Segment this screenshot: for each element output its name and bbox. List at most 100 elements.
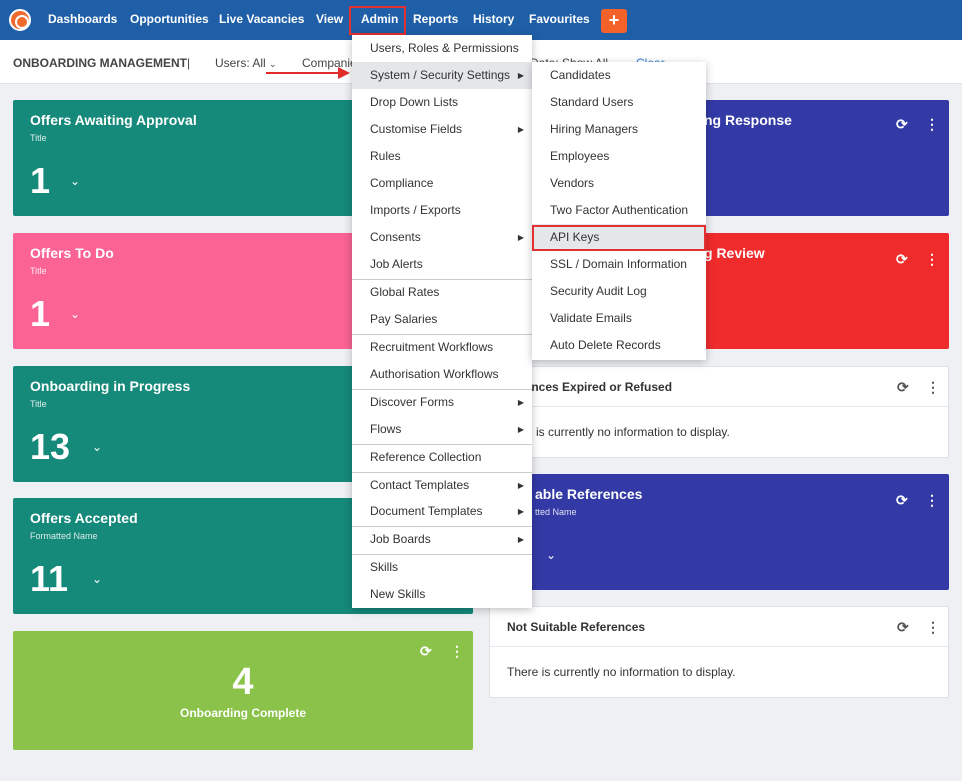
menu-item-compliance[interactable]: Compliance [352, 170, 532, 197]
submenu-item-ssl-domain-information[interactable]: SSL / Domain Information [532, 251, 706, 278]
nav-reports[interactable]: Reports [413, 12, 459, 26]
nav-live-vacancies[interactable]: Live Vacancies [219, 12, 305, 26]
api-keys-highlight-box [532, 225, 706, 251]
caret-right-icon: ▶ [517, 507, 524, 516]
users-filter[interactable]: Users: All ⌄ [215, 56, 277, 70]
chevron-down-icon[interactable]: ⌄ [92, 572, 103, 586]
nav-view[interactable]: View [316, 12, 344, 26]
menu-item-label: Recruitment Workflows [370, 340, 494, 354]
card-references-expired-or-refused[interactable]: rences Expired or Refused ⟳ ⋮ e is curre… [489, 366, 949, 458]
submenu-item-vendors[interactable]: Vendors [532, 170, 706, 197]
caret-right-icon: ▶ [517, 71, 524, 80]
caret-right-icon: ▶ [517, 535, 524, 544]
submenu-item-two-factor-authentication[interactable]: Two Factor Authentication [532, 197, 706, 224]
refresh-icon[interactable]: ⟳ [420, 643, 432, 659]
menu-item-imports-exports[interactable]: Imports / Exports [352, 197, 532, 224]
menu-item-users-roles-permissions[interactable]: Users, Roles & Permissions [352, 35, 532, 62]
add-button[interactable]: + [601, 9, 627, 33]
menu-item-pay-salaries[interactable]: Pay Salaries [352, 306, 532, 333]
submenu-item-auto-delete-records[interactable]: Auto Delete Records [532, 332, 706, 359]
menu-item-document-templates[interactable]: Document Templates ▶ [352, 498, 532, 525]
menu-item-label: API Keys [550, 230, 600, 244]
menu-item-job-boards[interactable]: Job Boards ▶ [352, 526, 532, 553]
menu-item-skills[interactable]: Skills [352, 554, 532, 581]
more-vertical-icon[interactable]: ⋮ [926, 619, 940, 635]
refresh-icon[interactable]: ⟳ [897, 619, 909, 635]
menu-item-drop-down-lists[interactable]: Drop Down Lists [352, 89, 532, 116]
menu-item-job-alerts[interactable]: Job Alerts [352, 251, 532, 278]
more-vertical-icon[interactable]: ⋮ [925, 251, 939, 267]
menu-item-recruitment-workflows[interactable]: Recruitment Workflows [352, 334, 532, 361]
card-value: 1 [30, 293, 51, 334]
nav-admin[interactable]: Admin [361, 12, 399, 26]
menu-item-reference-collection[interactable]: Reference Collection [352, 444, 532, 471]
menu-item-customise-fields[interactable]: Customise Fields ▶ [352, 116, 532, 143]
menu-item-label: Two Factor Authentication [550, 203, 689, 217]
security-settings-submenu: Candidates Standard Users Hiring Manager… [532, 62, 706, 360]
menu-item-global-rates[interactable]: Global Rates [352, 279, 532, 306]
menu-item-label: Contact Templates [370, 478, 470, 492]
card-not-suitable-references[interactable]: Not Suitable References ⟳ ⋮ There is cur… [489, 606, 949, 698]
menu-item-label: Compliance [370, 176, 434, 190]
companies-filter[interactable]: Companies [302, 56, 363, 70]
menu-item-label: Vendors [550, 176, 595, 190]
card-subtitle: Formatted Name [30, 531, 98, 541]
caret-right-icon: ▶ [517, 233, 524, 242]
submenu-item-standard-users[interactable]: Standard Users [532, 89, 706, 116]
menu-item-rules[interactable]: Rules [352, 143, 532, 170]
card-subtitle: Title [30, 399, 47, 409]
menu-item-label: Document Templates [370, 504, 483, 518]
card-onboarding-complete[interactable]: 4 Onboarding Complete ⟳ ⋮ [13, 631, 473, 750]
nav-favourites[interactable]: Favourites [529, 12, 590, 26]
more-vertical-icon[interactable]: ⋮ [925, 492, 939, 508]
submenu-item-security-audit-log[interactable]: Security Audit Log [532, 278, 706, 305]
refresh-icon[interactable]: ⟳ [897, 379, 909, 395]
menu-item-authorisation-workflows[interactable]: Authorisation Workflows [352, 361, 532, 388]
refresh-icon[interactable]: ⟳ [896, 251, 908, 267]
menu-item-label: Candidates [550, 68, 611, 82]
more-vertical-icon[interactable]: ⋮ [925, 116, 939, 132]
menu-item-flows[interactable]: Flows ▶ [352, 416, 532, 443]
menu-separator [352, 526, 532, 527]
nav-opportunities[interactable]: Opportunities [130, 12, 209, 26]
submenu-item-api-keys[interactable]: API Keys [532, 224, 706, 251]
menu-separator [352, 389, 532, 390]
more-vertical-icon[interactable]: ⋮ [450, 643, 464, 659]
chevron-down-icon[interactable]: ⌄ [546, 548, 557, 562]
menu-item-new-skills[interactable]: New Skills [352, 581, 532, 608]
card-suitable-references[interactable]: able References tted Name ⌄ ⟳ ⋮ [489, 474, 949, 590]
menu-item-discover-forms[interactable]: Discover Forms ▶ [352, 389, 532, 416]
caret-right-icon: ▶ [517, 481, 524, 490]
menu-item-system-security-settings[interactable]: System / Security Settings ▶ [352, 62, 532, 89]
menu-item-consents[interactable]: Consents ▶ [352, 224, 532, 251]
submenu-item-hiring-managers[interactable]: Hiring Managers [532, 116, 706, 143]
menu-item-label: Security Audit Log [550, 284, 647, 298]
chevron-down-icon[interactable]: ⌄ [70, 307, 81, 321]
more-vertical-icon[interactable]: ⋮ [926, 379, 940, 395]
menu-item-label: Consents [370, 230, 421, 244]
menu-item-contact-templates[interactable]: Contact Templates ▶ [352, 472, 532, 499]
menu-item-label: Job Boards [370, 532, 431, 546]
refresh-icon[interactable]: ⟳ [896, 116, 908, 132]
nav-dashboards[interactable]: Dashboards [48, 12, 118, 26]
chevron-down-icon[interactable]: ⌄ [70, 174, 81, 188]
submenu-item-candidates[interactable]: Candidates [532, 62, 706, 89]
menu-item-label: Employees [550, 149, 610, 163]
menu-separator [352, 334, 532, 335]
chevron-down-icon[interactable]: ⌄ [92, 440, 103, 454]
card-divider [490, 646, 948, 647]
card-title: Offers To Do [30, 245, 114, 261]
nav-history[interactable]: History [473, 12, 515, 26]
menu-separator [352, 279, 532, 280]
menu-separator [352, 444, 532, 445]
submenu-item-validate-emails[interactable]: Validate Emails [532, 305, 706, 332]
menu-item-label: Imports / Exports [370, 203, 461, 217]
card-title: Onboarding Complete [180, 706, 306, 720]
card-divider [490, 406, 948, 407]
menu-item-label: Job Alerts [370, 257, 423, 271]
submenu-item-employees[interactable]: Employees [532, 143, 706, 170]
refresh-icon[interactable]: ⟳ [896, 492, 908, 508]
menu-item-label: Drop Down Lists [370, 95, 459, 109]
app-logo-icon[interactable] [9, 9, 31, 31]
caret-right-icon: ▶ [517, 425, 524, 434]
